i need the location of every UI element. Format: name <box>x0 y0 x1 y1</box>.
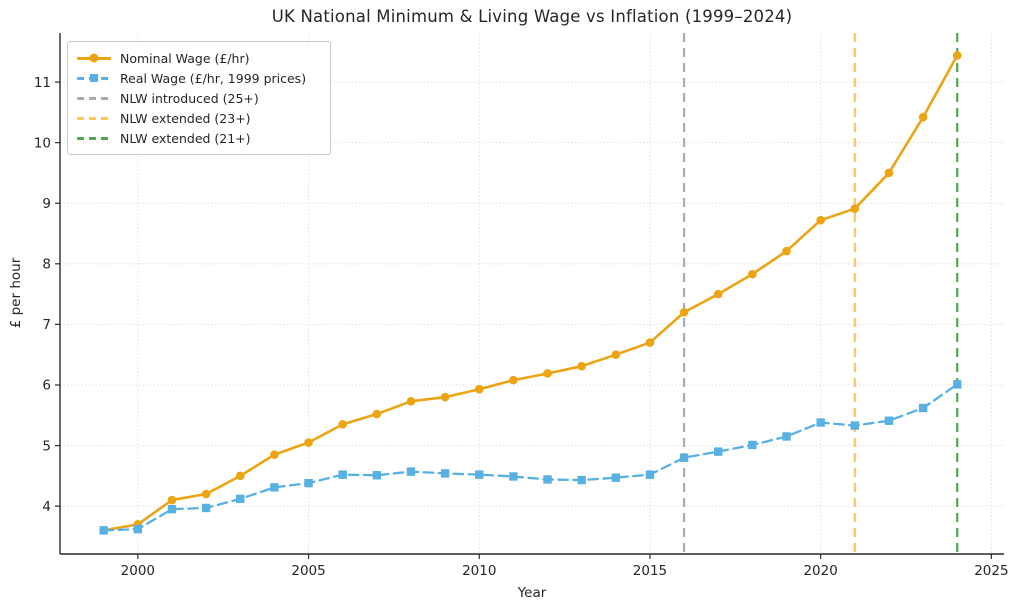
series-line-nominal <box>102 54 959 532</box>
y-tick-label: 4 <box>42 499 51 515</box>
y-axis-label: £ per hour <box>8 257 24 329</box>
data-point-circle <box>645 338 655 347</box>
y-tick-label: 8 <box>42 257 51 273</box>
legend-item-nlw-extended-21: NLW extended (21+) <box>77 128 320 148</box>
data-point-square <box>782 432 791 441</box>
data-point-square <box>167 504 177 514</box>
data-point-square <box>406 467 416 476</box>
data-point-circle <box>816 215 825 225</box>
legend-label-nominal: Nominal Wage (£/hr) <box>120 50 250 66</box>
y-tick-label: 5 <box>42 438 51 454</box>
y-tick-label: 11 <box>34 75 51 91</box>
legend-item-nlw-extended-23: NLW extended (23+) <box>77 108 320 128</box>
nlw-extended-23-swatch <box>77 113 111 124</box>
data-point-square <box>372 471 382 480</box>
dashed-line-swatch <box>77 117 111 120</box>
data-point-square <box>748 440 757 450</box>
data-point-circle <box>884 168 894 178</box>
data-point-circle <box>440 392 450 402</box>
data-point-circle <box>782 246 791 256</box>
data-point-square <box>509 472 518 481</box>
data-point-circle <box>304 438 313 447</box>
data-point-square <box>679 453 689 462</box>
real-wage-swatch <box>77 73 111 84</box>
y-tick-label: 10 <box>34 135 51 151</box>
data-point-square <box>953 380 962 389</box>
data-point-circle <box>543 369 552 378</box>
data-point-circle <box>372 409 382 419</box>
legend-label-real: Real Wage (£/hr, 1999 prices) <box>120 70 307 86</box>
series-line-real <box>102 383 959 532</box>
x-tick-label: 2000 <box>121 563 155 579</box>
data-point-circle <box>850 204 860 213</box>
data-point-circle <box>748 269 757 279</box>
data-point-square <box>850 421 860 430</box>
x-axis-label: Year <box>517 585 547 601</box>
data-point-circle <box>679 307 689 317</box>
legend-label-nlw-extended-21: NLW extended (21+) <box>120 130 251 146</box>
nlw-introduced-swatch <box>77 93 111 104</box>
legend-label-nlw-introduced: NLW introduced (25+) <box>120 90 259 106</box>
data-point-circle <box>167 495 177 505</box>
y-tick-label: 9 <box>42 196 51 212</box>
data-point-circle <box>918 112 928 122</box>
nominal-wage-swatch <box>77 53 111 64</box>
data-point-square <box>304 478 313 488</box>
data-point-square <box>99 526 108 535</box>
legend-item-real-wage: Real Wage (£/hr, 1999 prices) <box>77 68 320 88</box>
nlw-extended-21-swatch <box>77 133 111 144</box>
square-marker-icon <box>90 74 98 82</box>
y-tick-label: 7 <box>42 317 51 333</box>
data-point-square <box>133 524 143 534</box>
data-point-square <box>714 447 723 456</box>
data-point-circle <box>611 350 621 359</box>
data-point-square <box>816 418 825 427</box>
x-tick-label: 2025 <box>974 563 1008 579</box>
legend: Nominal Wage (£/hr) Real Wage (£/hr, 199… <box>67 41 331 155</box>
data-point-circle <box>509 375 518 385</box>
data-point-circle <box>577 361 586 371</box>
x-tick-label: 2015 <box>633 563 667 579</box>
dashed-line-swatch <box>77 137 111 140</box>
data-point-circle <box>406 397 416 406</box>
data-point-square <box>611 473 621 482</box>
x-tick-label: 2010 <box>462 563 496 579</box>
data-point-circle <box>235 471 245 481</box>
data-point-square <box>918 403 928 413</box>
dashed-line-swatch <box>77 97 111 100</box>
data-point-square <box>645 470 655 479</box>
x-tick-label: 2020 <box>803 563 837 579</box>
legend-item-nominal-wage: Nominal Wage (£/hr) <box>77 48 320 68</box>
data-point-square <box>338 470 347 479</box>
data-point-square <box>440 469 450 478</box>
data-point-square <box>884 416 894 425</box>
data-point-square <box>543 475 552 484</box>
data-point-circle <box>713 289 723 299</box>
circle-marker-icon <box>89 53 99 63</box>
data-point-square <box>577 475 586 485</box>
data-point-circle <box>952 51 962 60</box>
chart-title: UK National Minimum & Living Wage vs Inf… <box>271 7 793 26</box>
data-point-square <box>270 483 279 492</box>
x-tick-label: 2005 <box>291 563 325 579</box>
data-point-circle <box>474 384 484 394</box>
y-tick-label: 6 <box>42 378 51 394</box>
data-point-square <box>201 503 211 513</box>
data-point-circle <box>201 489 211 499</box>
data-point-square <box>475 470 484 479</box>
data-point-circle <box>338 420 347 429</box>
legend-item-nlw-introduced-25: NLW introduced (25+) <box>77 88 320 108</box>
legend-label-nlw-extended-23: NLW extended (23+) <box>120 110 251 126</box>
data-point-circle <box>270 450 279 459</box>
data-point-square <box>236 494 245 504</box>
